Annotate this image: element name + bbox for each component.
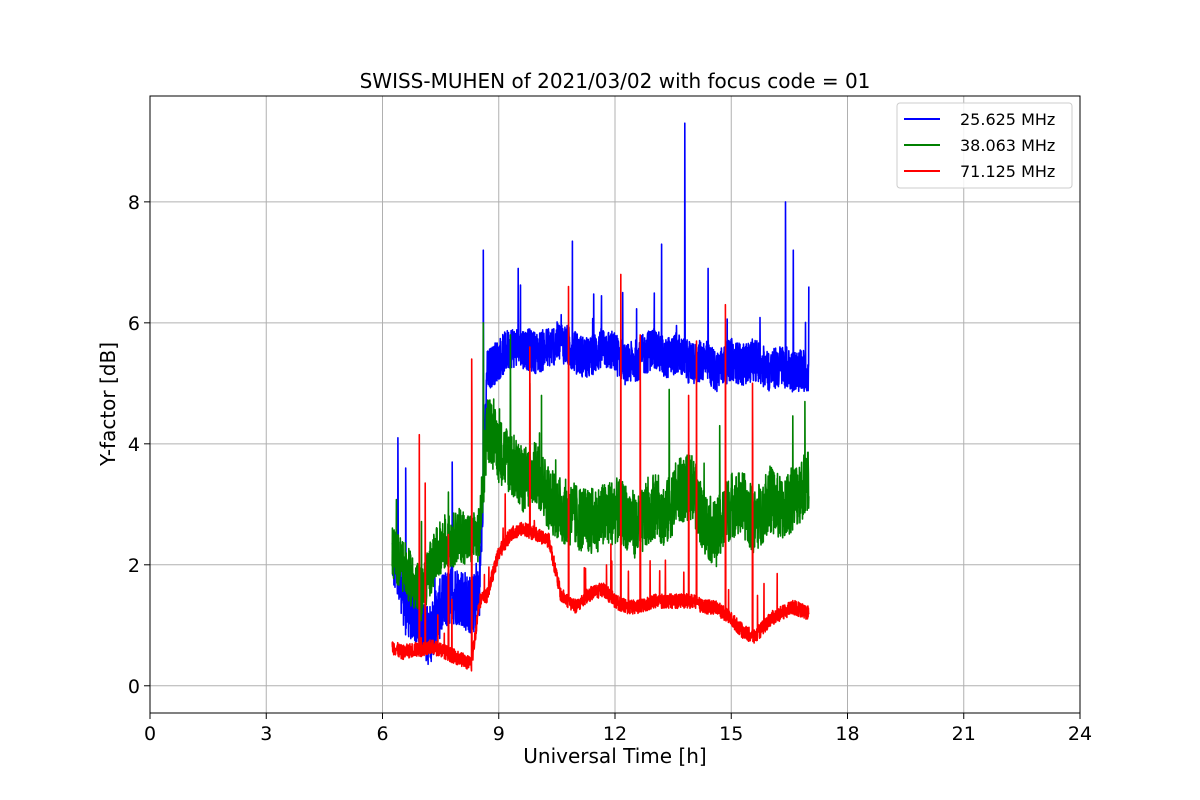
x-tick-label: 9 [493, 723, 505, 745]
x-tick-label: 12 [603, 723, 627, 745]
series-line-0 [391, 122, 810, 666]
y-tick-label: 8 [128, 192, 140, 214]
legend-box [896, 102, 1073, 189]
x-tick-label: 3 [260, 723, 272, 745]
y-tick-label: 2 [128, 555, 140, 577]
x-tick-label: 15 [719, 723, 743, 745]
x-tick-label: 24 [1068, 723, 1092, 745]
x-tick-label: 21 [952, 723, 976, 745]
legend-label-0: 25.625 MHz [960, 110, 1055, 129]
legend-label-1: 38.063 MHz [960, 136, 1055, 155]
plot-lines [391, 122, 810, 672]
y-axis-label: Y-factor [dB] [96, 342, 120, 467]
y-tick-label: 4 [128, 434, 140, 456]
legend-label-2: 71.125 MHz [960, 162, 1055, 181]
x-tick-label: 0 [144, 723, 156, 745]
series-line-1 [391, 322, 810, 622]
chart-title: SWISS-MUHEN of 2021/03/02 with focus cod… [360, 69, 871, 93]
x-axis-label: Universal Time [h] [523, 744, 706, 768]
x-tick-label: 6 [376, 723, 388, 745]
y-tick-label: 6 [128, 313, 140, 335]
y-axis: 0 2 4 6 8 [128, 192, 150, 698]
legend: 25.625 MHz 38.063 MHz 71.125 MHz [896, 102, 1073, 189]
x-axis: 0 3 6 9 12 15 18 21 24 [144, 713, 1092, 745]
series-line-2 [391, 273, 810, 672]
x-tick-label: 18 [835, 723, 859, 745]
y-tick-label: 0 [128, 676, 140, 698]
